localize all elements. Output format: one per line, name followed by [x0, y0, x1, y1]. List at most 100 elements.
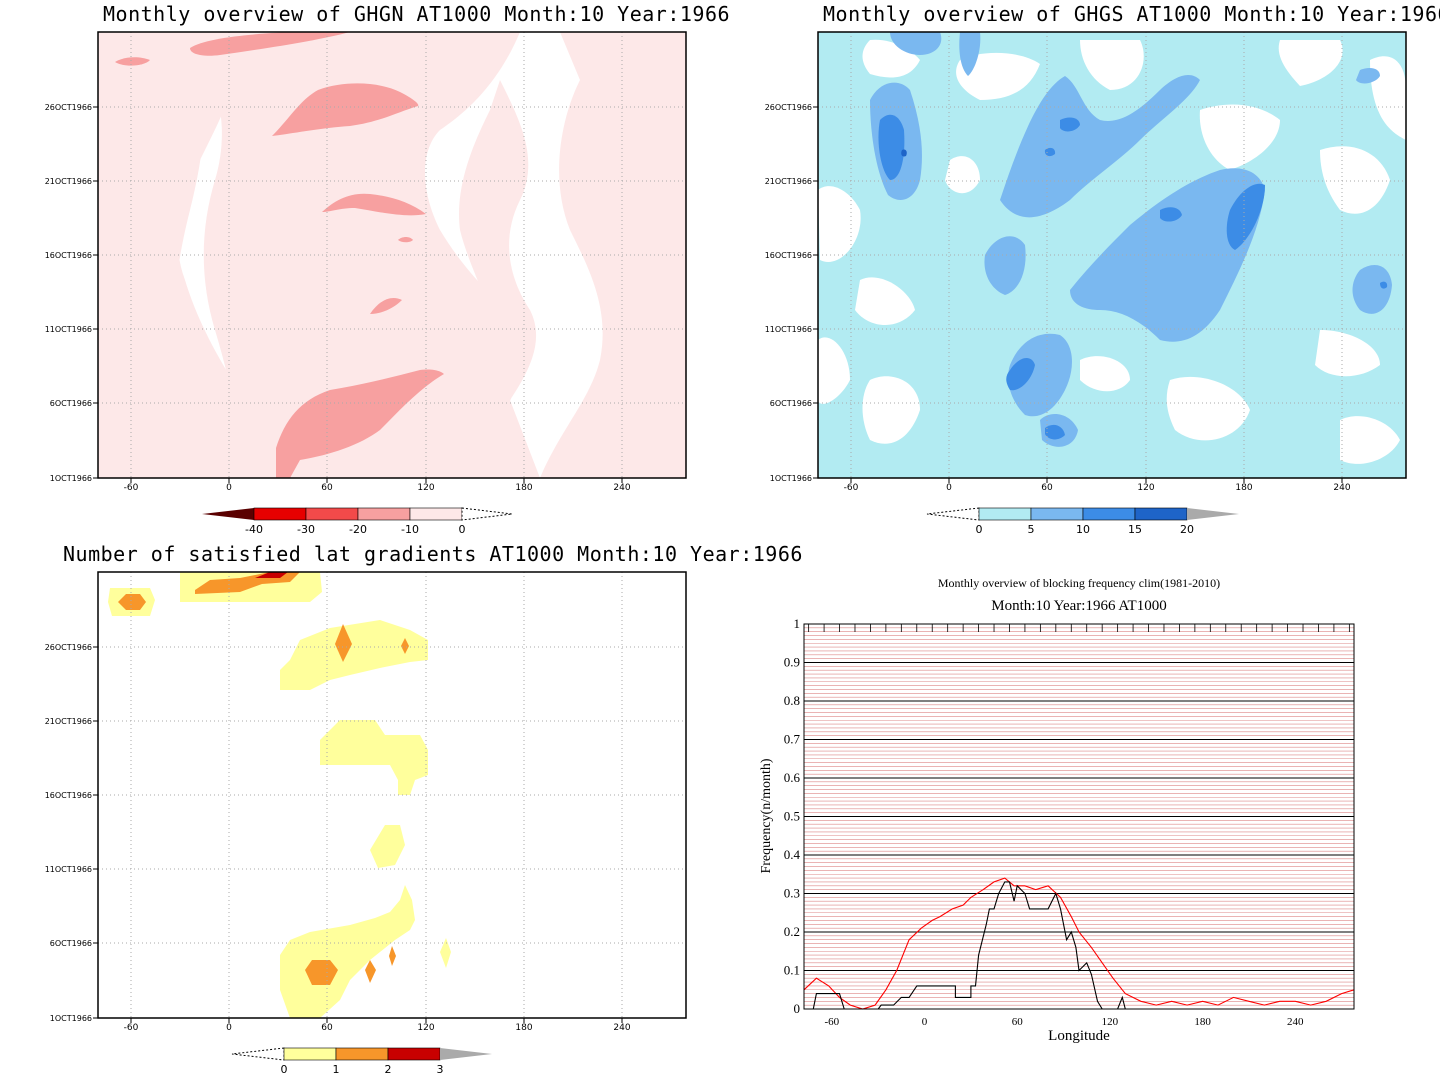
y-tick-label: 16OCT1966 [45, 251, 92, 260]
y-tick-label: 6OCT1966 [770, 399, 812, 408]
ghgn-title: Monthly overview of GHGN AT1000 Month:10… [103, 2, 731, 26]
freq-ylabel: Frequency(n/month) [759, 758, 774, 873]
ghgs-yticks: 1OCT1966 6OCT1966 11OCT1966 16OCT1966 21OCT1… [765, 103, 818, 483]
freq-title: Monthly overview of blocking frequency c… [937, 576, 1221, 590]
x-tick-label: 120 [1137, 483, 1154, 493]
freq-xlabel: Longitude [1048, 1028, 1110, 1044]
colorbar-cell [978, 507, 1032, 521]
colorbar-cell [440, 1048, 492, 1060]
y-tick-label: 26OCT1966 [45, 643, 92, 652]
colorbar-label: 10 [1076, 523, 1090, 535]
y-tick-label: 1 [794, 616, 801, 631]
series-line-1 [804, 881, 1354, 1010]
ghgs-xticks: -60 0 60 120 180 240 [844, 478, 1351, 493]
colorbar-label: 5 [1028, 523, 1035, 535]
freq-panel: Monthly overview of blocking frequency c… [720, 545, 1440, 1091]
y-tick-label: 11OCT1966 [765, 325, 812, 334]
y-tick-label: 11OCT1966 [45, 865, 92, 874]
y-tick-label: 21OCT1966 [45, 717, 92, 726]
series-line-0 [803, 877, 1355, 1010]
colorbar-cell [409, 507, 463, 521]
y-tick-label: 0.9 [784, 655, 800, 670]
y-tick-label: 16OCT1966 [765, 251, 812, 260]
colorbar-label: 15 [1128, 523, 1142, 535]
x-tick-label: 60 [1012, 1016, 1024, 1028]
y-tick-label: 1OCT1966 [50, 1014, 92, 1023]
colorbar-label: -40 [245, 523, 263, 535]
lat-yticks: 1OCT1966 6OCT1966 11OCT1966 16OCT1966 21OCT1… [45, 643, 98, 1023]
x-tick-label: -60 [824, 1016, 839, 1028]
colorbar-cell [1030, 507, 1084, 521]
colorbar-cell [357, 507, 411, 521]
x-tick-label: 120 [1102, 1016, 1119, 1028]
colorbar-label: -30 [297, 523, 315, 535]
lat-title: Number of satisfied lat gradients AT1000… [63, 542, 803, 566]
freq-ticks [808, 624, 1350, 632]
lat-xticks: -60 0 60 120 180 240 [124, 1018, 631, 1033]
y-tick-label: 0.6 [784, 770, 801, 785]
lat-field [98, 572, 686, 1018]
y-tick-label: 16OCT1966 [45, 791, 92, 800]
ghgs-panel: Monthly overview of GHGS AT1000 Month:10… [720, 0, 1440, 545]
y-tick-label: 0.3 [784, 886, 800, 901]
colorbar-label: 20 [1180, 523, 1194, 535]
ghgs-map: -60 0 60 120 180 240 1OCT1966 6OCT1966 11OCT196… [765, 31, 1407, 493]
colorbar-cell [1134, 507, 1188, 521]
colorbar-label: -20 [349, 523, 367, 535]
x-tick-label: 240 [1287, 1016, 1304, 1028]
colorbar-label: 3 [437, 1063, 444, 1075]
lat-map: -60 0 60 120 180 240 1OCT1966 6OCT1966 11OCT196… [45, 571, 687, 1033]
x-tick-label: -60 [124, 1023, 139, 1033]
x-tick-label: 240 [1333, 483, 1350, 493]
freq-hlines [804, 627, 1354, 1006]
freq-frame [803, 623, 1355, 1010]
colorbar-label: 2 [385, 1063, 392, 1075]
y-tick-label: 0.8 [784, 693, 800, 708]
freq-series [803, 877, 1355, 1010]
x-tick-label: 0 [946, 483, 952, 493]
ghgs-colorbar: 0 5 10 15 20 [926, 507, 1239, 535]
colorbar-cell [1082, 507, 1136, 521]
y-tick-label: 26OCT1966 [765, 103, 812, 112]
freq-labels: 0 0.1 0.2 0.3 0.4 0.5 0.6 0.7 0.8 0.9 1 -60 0 60 120 18… [784, 616, 1304, 1028]
x-tick-label: 60 [1041, 483, 1053, 493]
y-tick-label: 21OCT1966 [45, 177, 92, 186]
y-tick-label: 0.5 [784, 809, 800, 824]
ghgs-field [818, 32, 1406, 478]
x-tick-label: 120 [417, 1023, 434, 1033]
x-tick-label: 60 [321, 483, 333, 493]
freq-subtitle: Month:10 Year:1966 AT1000 [991, 598, 1167, 614]
ghgn-map: -60 0 60 120 180 240 1OCT1966 6OCT1966 11OCT196… [45, 31, 687, 493]
x-tick-label: 0 [226, 483, 232, 493]
colorbar-cell [253, 507, 307, 521]
ghgn-panel: Monthly overview of GHGN AT1000 Month:10… [0, 0, 730, 545]
y-tick-label: 6OCT1966 [50, 399, 92, 408]
x-tick-label: 180 [1194, 1016, 1211, 1028]
freq-chart: 0 0.1 0.2 0.3 0.4 0.5 0.6 0.7 0.8 0.9 1 -60 0 60 120 18… [759, 616, 1355, 1044]
colorbar-label: 0 [281, 1063, 288, 1075]
colorbar-cell [1187, 508, 1239, 520]
colorbar-cell [335, 1047, 389, 1061]
colorbar-label: 0 [459, 523, 466, 535]
colorbar-label: -10 [401, 523, 419, 535]
x-tick-label: 120 [417, 483, 434, 493]
colorbar-cell [283, 1047, 337, 1061]
colorbar-cell [387, 1047, 441, 1061]
x-tick-label: 0 [922, 1016, 928, 1028]
ghgn-field [98, 32, 686, 478]
colorbar-label: 1 [333, 1063, 340, 1075]
y-tick-label: 6OCT1966 [50, 939, 92, 948]
y-tick-label: 0.4 [784, 847, 801, 862]
x-tick-label: 240 [613, 1023, 630, 1033]
lat-colorbar: 0 1 2 3 [231, 1047, 492, 1075]
x-tick-label: 60 [321, 1023, 333, 1033]
y-tick-label: 0.1 [784, 963, 800, 978]
x-tick-label: 180 [515, 1023, 532, 1033]
colorbar-cell [305, 507, 359, 521]
y-tick-label: 0.2 [784, 924, 800, 939]
ghgn-xticks: -60 0 60 120 180 240 [124, 478, 631, 493]
lat-panel: Number of satisfied lat gradients AT1000… [0, 540, 803, 1091]
y-tick-label: 0 [794, 1001, 801, 1016]
ghgn-colorbar: -40 -30 -20 -10 0 [202, 507, 513, 535]
x-tick-label: 0 [226, 1023, 232, 1033]
